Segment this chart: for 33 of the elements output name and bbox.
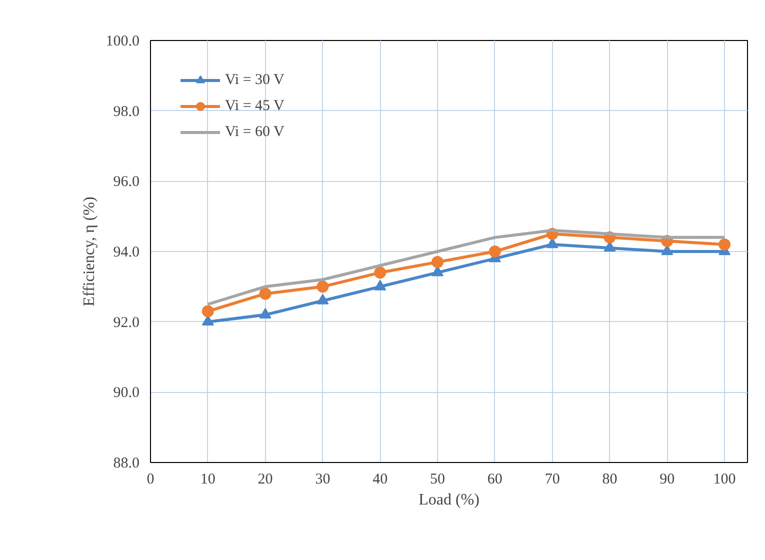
x-tick-label: 80 — [602, 472, 618, 488]
y-tick-label: 90.0 — [113, 385, 140, 402]
point — [374, 266, 386, 279]
point — [316, 294, 329, 304]
point — [432, 256, 444, 268]
x-tick-label: 0 — [146, 472, 154, 488]
y-tick-label: 94.0 — [113, 244, 140, 260]
point — [259, 288, 272, 300]
x-tick-label: 50 — [430, 472, 446, 488]
y-tick-label: 100.0 — [106, 34, 140, 50]
y-tick-label: 98.0 — [113, 104, 140, 120]
point — [718, 238, 731, 250]
point — [488, 246, 501, 258]
y-axis-title: Efficiency, η (%) — [80, 196, 98, 306]
legend-label: Vi = 60 V — [225, 124, 284, 140]
x-tick-label: 90 — [660, 472, 675, 488]
x-tick-label: 60 — [487, 472, 502, 488]
x-tick-label: 40 — [372, 472, 388, 488]
x-tick-label: 70 — [544, 472, 560, 488]
x-axis-title: Load (%) — [418, 492, 480, 508]
x-tick-label: 30 — [315, 472, 330, 488]
legend-label: Vi = 45 V — [225, 98, 284, 114]
point — [374, 280, 386, 290]
legend-label: Vi = 30 V — [225, 72, 284, 88]
y-tick-label: 96.0 — [113, 174, 140, 190]
point — [259, 308, 272, 318]
point — [316, 280, 329, 293]
point — [202, 305, 214, 318]
x-tick-label: 100 — [713, 472, 736, 488]
x-tick-label: 10 — [200, 472, 216, 488]
y-tick-label: 92.0 — [113, 314, 140, 331]
y-tick-label: 88.0 — [113, 456, 140, 472]
x-tick-label: 20 — [258, 472, 273, 488]
